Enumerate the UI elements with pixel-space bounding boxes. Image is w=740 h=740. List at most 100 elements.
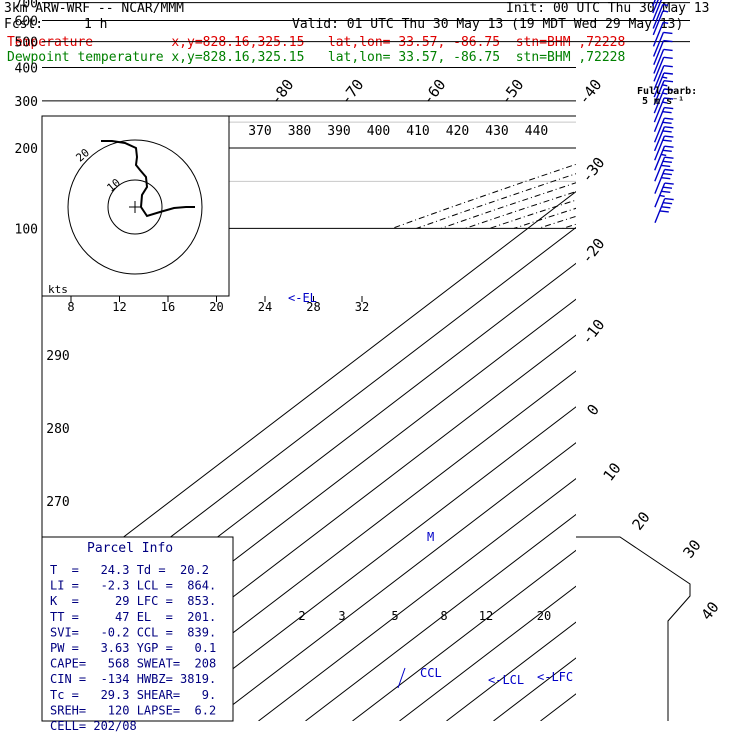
wind-barb-flag [662,130,672,133]
annotation: CCL [420,666,442,680]
wind-barb-staff [652,10,664,36]
theta-label: 440 [525,124,548,139]
dry-adiabat-label: 290 [46,349,69,364]
isotherm-label: -40 [575,76,606,108]
wind-barb-flag [662,84,668,87]
theta-label: 410 [406,124,429,139]
parcel-info-box: Parcel Info T = 24.3 Td = 20.2 LI = -2.3 … [41,536,234,733]
wind-barb-staff [652,0,659,14]
dry-adiabat [636,0,740,228]
isotherm-label: 40 [697,598,722,623]
full-barb-label: Full barb: [637,86,697,97]
isotherm [682,116,740,721]
annotation: <-EL [288,291,317,305]
mixing-ratio-label: 8 [440,609,447,623]
dewpoint-trace [664,0,740,228]
wind-barb-flag [664,126,674,129]
mixing-ratio-label: 3 [338,609,345,623]
parcel-info-row: CAPE= 568 SWEAT= 208 [50,657,216,671]
dewpoint-legend: Dewpoint temperature x,y=828.16,325.15 l… [7,50,626,65]
theta-label: 420 [446,124,469,139]
parcel-info-row: TT = 47 EL = 201. [50,610,216,624]
isotherm [399,585,576,721]
isotherm-label: 10 [599,459,624,484]
parcel-info-row: Tc = 29.3 SHEAR= 9. [50,688,216,702]
parcel-info-row: SREH= 120 LAPSE= 6.2 [50,703,216,717]
speed-tick-label: 12 [112,300,126,314]
wind-barb-staff [653,57,665,82]
dry-adiabat [684,0,740,228]
annotation-ccl-tick [397,667,406,689]
wind-barb-flag [662,172,672,176]
dry-adiabat [562,223,576,229]
isotherm [352,549,576,721]
wind-barb-flag [662,149,672,152]
isotherm [540,693,576,721]
dry-adiabat [416,173,576,229]
isotherm-label: -80 [267,76,298,108]
dry-adiabat [660,0,740,228]
hodograph-trace [101,140,195,218]
speed-tick-label: 24 [258,300,272,314]
pressure-label-400: 400 [15,62,38,77]
wind-barb-staff [652,4,664,29]
isotherm [211,442,576,721]
dry-adiabat [733,0,740,228]
wind-barb-staff [654,135,666,161]
plot-right-boundary [576,536,691,721]
wind-barb-flag [659,194,665,198]
isotherm-label: -30 [578,154,609,186]
wind-barb-staff [653,107,665,132]
mixing-ratio-label: 12 [479,609,493,623]
isotherm [164,406,576,721]
wind-barb-flag [662,111,672,114]
wind-barb-staff [653,65,665,91]
parcel-info-row: PW = 3.63 YGP = 0.1 [50,641,216,655]
hodograph-ring [67,139,203,275]
wind-barb-flag [662,186,673,189]
dry-adiabat-label: 270 [46,495,69,510]
parcel-info-row: CELL= 202/08 [50,719,137,733]
isotherm-label: -50 [497,76,528,108]
wind-barb-flag [661,177,671,180]
parcel-info-row: CIN = -134 HWBZ= 3819. [50,672,216,686]
speed-tick-label: 32 [355,300,369,314]
wind-barb-flag [662,101,668,104]
pressure-label-500: 500 [15,36,38,51]
wind-barb-staff [652,32,665,57]
wind-barb-flag [664,88,674,91]
wind-barb-staff [652,22,664,47]
wind-barb-flag [663,65,673,68]
wind-barb-flag [663,31,673,35]
pressure-label-300: 300 [15,95,38,110]
valid-time: Valid: 01 UTC Thu 30 May 13 (19 MDT Wed … [292,17,684,32]
wind-barb-flag [664,135,674,138]
speed-tick-label: 20 [209,300,223,314]
parcel-info-row: K = 29 LFC = 853. [50,594,216,608]
dry-adiabat [611,0,740,228]
wind-barb-flag [664,117,674,120]
isotherm-label: 0 [583,401,603,419]
forecast-label: Fcst: [4,17,44,32]
wind-barb-staff [652,0,656,7]
wind-barb-staff [653,97,665,123]
wind-barb-flag [663,202,673,205]
hodograph-speed-axis-label: kts [48,283,68,296]
wind-barb-flag [662,76,668,79]
wind-barb-flag [661,190,671,193]
wind-barb-staff [653,49,665,74]
dry-adiabat [465,191,576,229]
annotation: <-LCL [488,673,524,687]
wind-barb-flag [664,197,674,201]
wind-barb-flag [661,164,671,168]
wind-barb-flag [664,182,674,185]
isotherm [258,478,576,721]
parcel-info-row: T = 24.3 Td = 20.2 [50,563,209,577]
wind-barb-flag [661,206,671,209]
wind-barb-flag [662,10,669,13]
annotation: M [427,530,434,544]
annotation: <-LFC [537,670,573,684]
pressure-label-200: 200 [15,142,38,157]
theta-label: 430 [485,124,508,139]
